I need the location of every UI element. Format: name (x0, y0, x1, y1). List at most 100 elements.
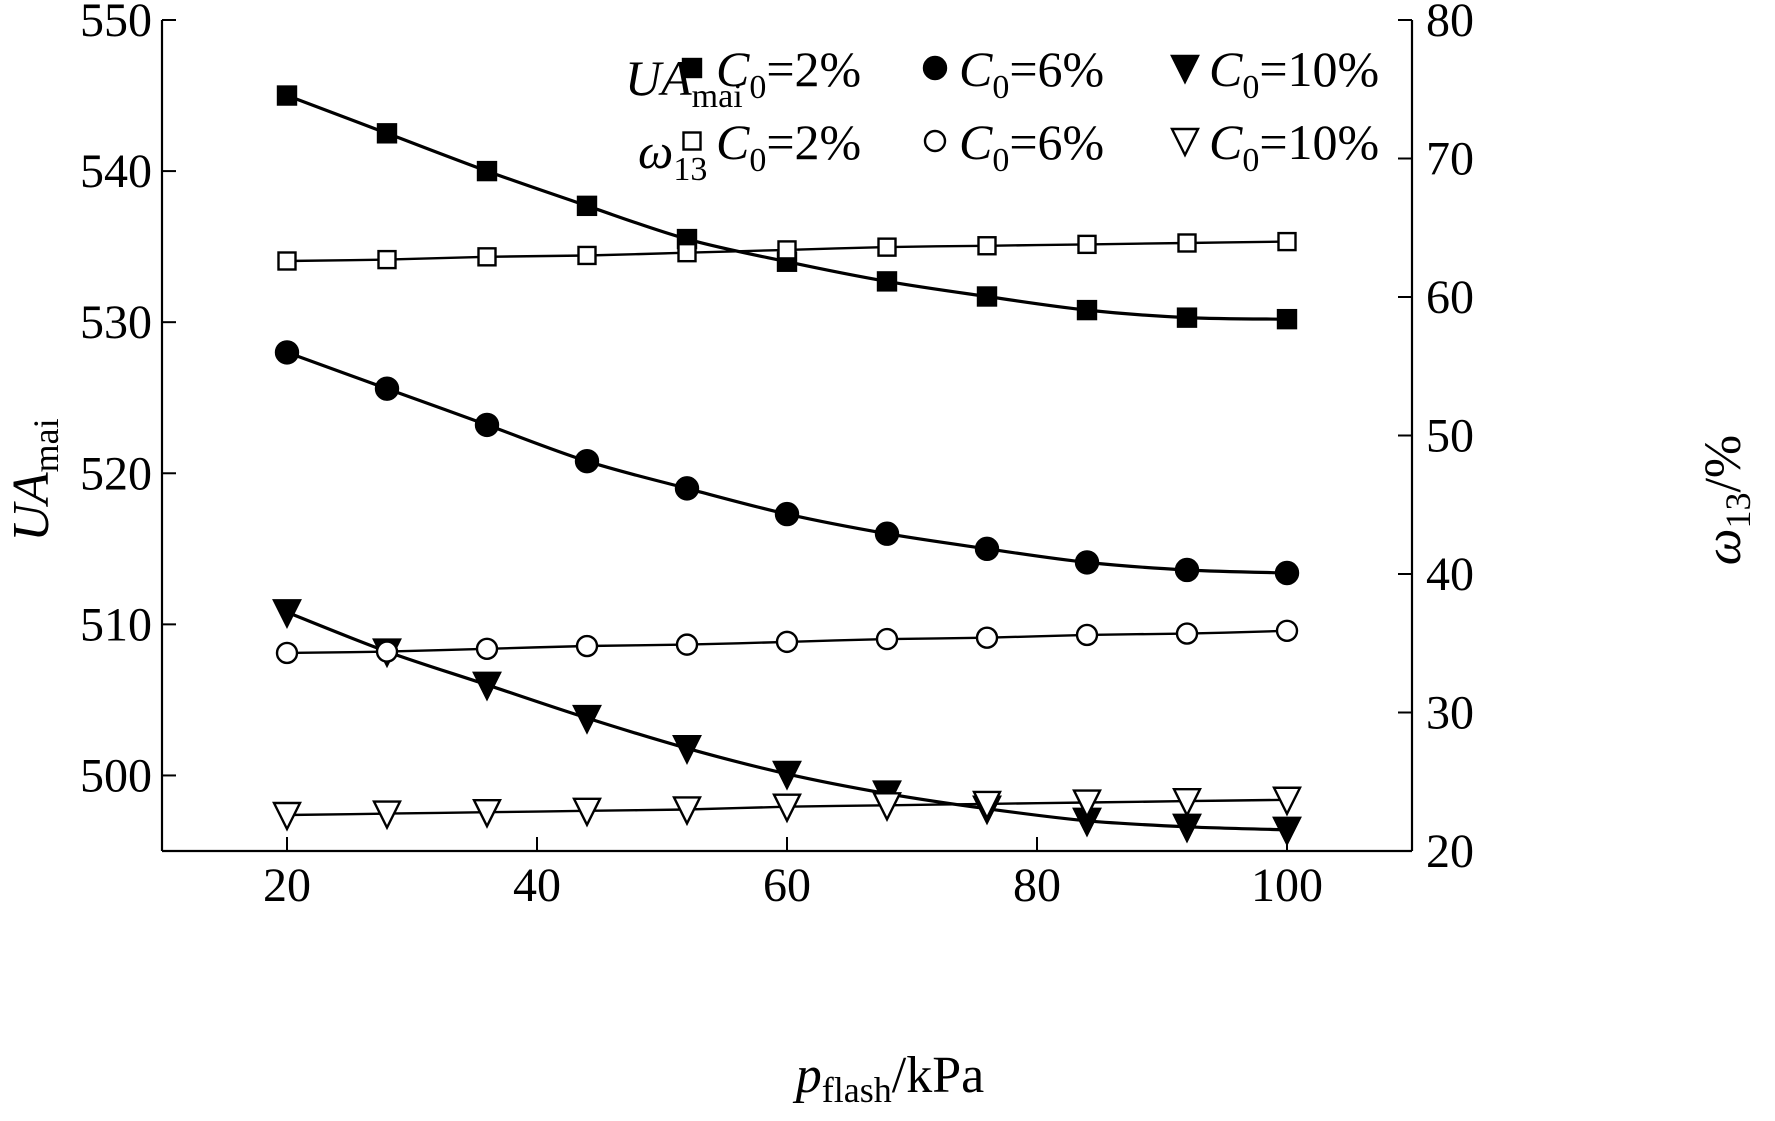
y-right-tick-label: 60 (1426, 271, 1474, 324)
legend-entry-label: C0=6% (959, 114, 1104, 179)
legend-entry-label: C0=2% (716, 41, 861, 106)
data-point (1272, 786, 1302, 817)
y-right-tick-label: 80 (1426, 0, 1474, 47)
data-point (672, 735, 702, 765)
data-point (275, 641, 299, 665)
x-tick-label: 20 (263, 859, 311, 912)
data-point (576, 195, 598, 217)
data-point (777, 240, 797, 260)
legend-group-ua-main: UA (625, 50, 692, 106)
legend-marker (1170, 54, 1200, 85)
y-left-tick-label: 540 (80, 145, 152, 198)
legend-marker (923, 129, 947, 153)
data-point (472, 799, 502, 829)
data-point (372, 800, 402, 831)
data-point (1075, 623, 1099, 647)
data-point (572, 797, 602, 828)
data-point (1272, 816, 1302, 847)
data-point (672, 796, 702, 827)
data-point (1076, 299, 1098, 321)
x-tick-label: 60 (763, 859, 811, 912)
data-point (1175, 622, 1199, 645)
data-point (476, 160, 498, 182)
series-line-UA-6% (286, 350, 1288, 575)
data-point (574, 448, 600, 474)
y-axis-right-label-sub: 13 (1718, 493, 1758, 529)
data-point (774, 501, 800, 527)
data-point (1072, 789, 1102, 820)
y-axis-left-label: UAmai (3, 418, 66, 541)
data-point (276, 85, 298, 106)
x-axis-label: pflash/kPa (792, 1047, 984, 1110)
data-point (675, 633, 699, 656)
data-point (374, 376, 400, 401)
y-axis-right-label-unit: /% (1695, 435, 1752, 493)
legend-group-ua: UAmai (625, 50, 743, 115)
x-axis-label-unit: /kPa (892, 1047, 984, 1104)
data-point (474, 412, 500, 438)
legend-entry-label: C0=10% (1209, 114, 1379, 179)
x-tick-label: 100 (1251, 859, 1323, 912)
legend-group-ua-sub: mai (692, 78, 743, 115)
legend-entry-label: C0=6% (959, 41, 1104, 106)
data-point (974, 536, 1000, 562)
y-left-tick-label: 510 (80, 598, 152, 651)
legend: UAmai ω13 C0=2% C0=6% C0=10% C0=2% C0=6% C0=1… (625, 41, 1379, 188)
y-axis-right-label-main: ω (1695, 529, 1752, 566)
y-left-tick-label: 530 (80, 296, 152, 349)
data-point (1275, 619, 1299, 642)
legend-group-omega-main: ω (638, 123, 673, 179)
legend-marker (681, 57, 703, 79)
x-axis-label-main: p (792, 1047, 822, 1104)
y-axis-left-label-sub: mai (26, 418, 66, 472)
data-point (875, 627, 899, 651)
y-right-tick-label: 70 (1426, 133, 1474, 186)
data-point (375, 640, 399, 663)
data-point (575, 634, 599, 658)
data-point (872, 792, 902, 822)
data-point (1074, 550, 1100, 575)
y-right-tick-label: 20 (1426, 825, 1474, 878)
data-point (876, 271, 898, 292)
y-right-tick-label: 50 (1426, 410, 1474, 463)
legend-marker (1170, 127, 1200, 158)
axes: 20 40 60 80 100 500 510 520 530 540 550 20 30 40 50 60 7… (80, 0, 1474, 912)
legend-entries: C0=2% C0=6% C0=10% C0=2% C0=6% C0=10% (681, 41, 1379, 179)
data-point (1274, 560, 1300, 586)
data-point (277, 251, 297, 271)
data-point (274, 340, 300, 365)
legend-marker (682, 131, 702, 151)
y-left-tick-label: 500 (80, 749, 152, 802)
data-point (977, 236, 997, 256)
data-point (376, 123, 398, 144)
y-right-tick-label: 30 (1426, 687, 1474, 740)
data-point (1177, 233, 1197, 253)
series-markers (272, 85, 1302, 847)
legend-entry-label: C0=10% (1209, 41, 1379, 106)
legend-marker (922, 55, 948, 81)
data-point (1172, 787, 1202, 818)
data-point (272, 599, 302, 629)
data-point (475, 637, 499, 660)
data-point (1176, 307, 1198, 328)
data-point (577, 245, 597, 266)
data-point (772, 793, 802, 824)
series-lines (286, 94, 1288, 832)
legend-group-omega-sub: 13 (673, 151, 707, 188)
y-right-tick-label: 40 (1426, 548, 1474, 601)
y-axis-right-label: ω13/% (1695, 435, 1758, 565)
data-point (472, 671, 502, 702)
data-point (1276, 308, 1298, 330)
legend-group-omega: ω13 (638, 123, 707, 188)
data-point (272, 801, 302, 832)
x-tick-label: 40 (513, 859, 561, 912)
legend-entry-label: C0=2% (716, 114, 861, 179)
data-point (877, 237, 897, 257)
data-point (975, 626, 999, 649)
y-left-tick-label: 550 (80, 0, 152, 47)
x-axis-label-sub: flash (822, 1070, 892, 1110)
data-point (674, 476, 700, 501)
data-point (477, 247, 497, 267)
data-point (677, 242, 697, 263)
